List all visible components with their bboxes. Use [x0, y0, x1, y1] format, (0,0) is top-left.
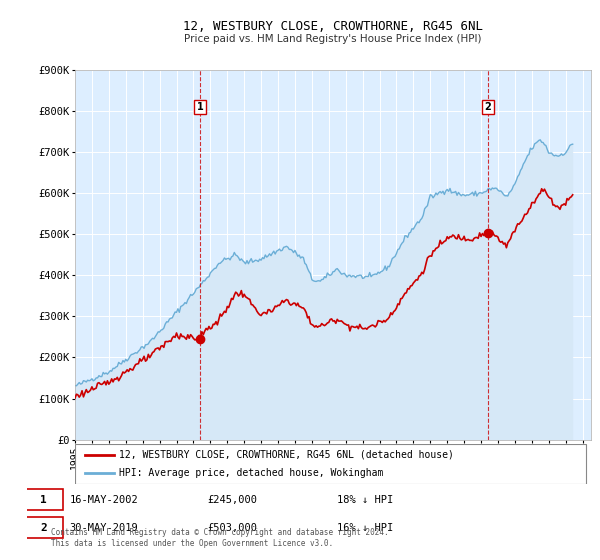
Text: Contains HM Land Registry data © Crown copyright and database right 2024.
This d: Contains HM Land Registry data © Crown c… [51, 528, 389, 548]
Text: 30-MAY-2019: 30-MAY-2019 [70, 522, 138, 533]
Text: 16-MAY-2002: 16-MAY-2002 [70, 494, 138, 505]
FancyBboxPatch shape [75, 444, 586, 484]
Text: £503,000: £503,000 [208, 522, 257, 533]
Text: 2: 2 [485, 102, 491, 112]
Text: Price paid vs. HM Land Registry's House Price Index (HPI): Price paid vs. HM Land Registry's House … [184, 34, 482, 44]
Text: 16% ↓ HPI: 16% ↓ HPI [337, 522, 394, 533]
Text: £245,000: £245,000 [208, 494, 257, 505]
Text: HPI: Average price, detached house, Wokingham: HPI: Average price, detached house, Woki… [119, 468, 383, 478]
FancyBboxPatch shape [24, 517, 62, 538]
Text: 12, WESTBURY CLOSE, CROWTHORNE, RG45 6NL (detached house): 12, WESTBURY CLOSE, CROWTHORNE, RG45 6NL… [119, 450, 454, 460]
Text: 2: 2 [40, 522, 47, 533]
Text: 18% ↓ HPI: 18% ↓ HPI [337, 494, 394, 505]
Text: 12, WESTBURY CLOSE, CROWTHORNE, RG45 6NL: 12, WESTBURY CLOSE, CROWTHORNE, RG45 6NL [183, 20, 483, 32]
Text: 1: 1 [40, 494, 47, 505]
FancyBboxPatch shape [24, 489, 62, 510]
Text: 1: 1 [196, 102, 203, 112]
